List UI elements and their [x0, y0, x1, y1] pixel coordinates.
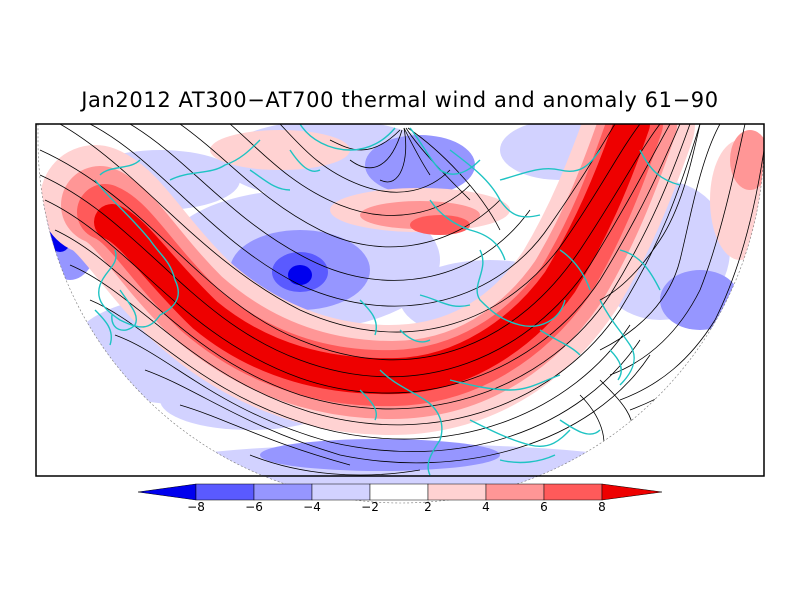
colorbar-left-arrow	[137, 483, 197, 501]
colorbar-segment	[369, 483, 429, 501]
colorbar-tick-label: −6	[245, 500, 263, 514]
colorbar-tick-label: −2	[361, 500, 379, 514]
map-title: Jan2012 AT300−AT700 thermal wind and ano…	[81, 88, 719, 112]
colorbar-segment	[195, 483, 255, 501]
colorbar-segment	[253, 483, 313, 501]
colorbar-tick-label: −8	[187, 500, 205, 514]
colorbar	[137, 483, 663, 501]
colorbar-segment	[311, 483, 371, 501]
colorbar-segment	[485, 483, 545, 501]
hemisphere-outline	[37, 123, 765, 504]
colorbar-segment	[427, 483, 487, 501]
colorbar-tick-label: −4	[303, 500, 321, 514]
anomaly-shading	[38, 124, 764, 496]
colorbar-tick-label: 2	[424, 500, 432, 514]
colorbar-tick-label: 8	[598, 500, 606, 514]
coastlines	[94, 124, 681, 476]
colorbar-segment	[543, 483, 603, 501]
colorbar-tick-label: 6	[540, 500, 548, 514]
colorbar-tick-label: 4	[482, 500, 490, 514]
map-frame	[35, 123, 765, 477]
colorbar-right-arrow	[601, 483, 663, 501]
